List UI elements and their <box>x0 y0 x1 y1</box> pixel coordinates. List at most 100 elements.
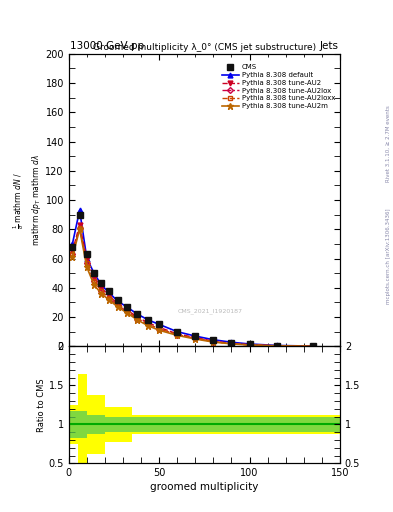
CMS <box>124 304 129 310</box>
Pythia 8.308 default <box>99 282 104 288</box>
Pythia 8.308 tune-AU2loxx <box>135 315 140 322</box>
Pythia 8.308 tune-AU2loxx <box>99 288 104 294</box>
Pythia 8.308 tune-AU2lox <box>211 338 216 345</box>
Pythia 8.308 tune-AU2m <box>157 327 162 333</box>
Pythia 8.308 default <box>310 343 315 349</box>
Text: mcplots.cern.ch [arXiv:1306.3436]: mcplots.cern.ch [arXiv:1306.3436] <box>386 208 391 304</box>
Pythia 8.308 default <box>175 329 180 335</box>
Pythia 8.308 tune-AU2lox <box>84 260 89 266</box>
CMS <box>115 296 120 303</box>
Pythia 8.308 tune-AU2lox <box>106 295 111 301</box>
Pythia 8.308 tune-AU2lox <box>229 340 234 347</box>
Pythia 8.308 tune-AU2loxx <box>310 343 315 349</box>
Pythia 8.308 tune-AU2 <box>193 334 198 340</box>
Pythia 8.308 tune-AU2loxx <box>77 225 82 231</box>
Pythia 8.308 tune-AU2loxx <box>70 251 75 257</box>
Pythia 8.308 tune-AU2m <box>106 296 111 303</box>
Pythia 8.308 default <box>274 343 279 349</box>
Pythia 8.308 tune-AU2lox <box>274 343 279 349</box>
Pythia 8.308 tune-AU2m <box>211 339 216 345</box>
Pythia 8.308 default <box>247 341 252 347</box>
Pythia 8.308 tune-AU2lox <box>175 332 180 338</box>
Line: Pythia 8.308 tune-AU2: Pythia 8.308 tune-AU2 <box>70 223 315 349</box>
Pythia 8.308 tune-AU2 <box>310 343 315 349</box>
Pythia 8.308 tune-AU2m <box>99 291 104 297</box>
CMS <box>157 322 162 328</box>
Pythia 8.308 default <box>84 255 89 262</box>
Pythia 8.308 tune-AU2 <box>211 338 216 344</box>
CMS <box>274 343 279 349</box>
Pythia 8.308 tune-AU2lox <box>70 251 75 257</box>
Pythia 8.308 tune-AU2 <box>229 340 234 347</box>
CMS <box>70 244 75 250</box>
Pythia 8.308 tune-AU2lox <box>193 335 198 342</box>
Pythia 8.308 default <box>124 304 129 310</box>
Pythia 8.308 tune-AU2lox <box>124 308 129 314</box>
Pythia 8.308 tune-AU2m <box>115 304 120 310</box>
Pythia 8.308 default <box>135 311 140 317</box>
Pythia 8.308 tune-AU2 <box>124 307 129 313</box>
Pythia 8.308 tune-AU2m <box>193 336 198 342</box>
Pythia 8.308 tune-AU2 <box>70 248 75 254</box>
Line: CMS: CMS <box>70 212 316 349</box>
Y-axis label: Ratio to CMS: Ratio to CMS <box>37 378 46 432</box>
CMS <box>84 251 89 257</box>
Pythia 8.308 default <box>70 241 75 247</box>
Pythia 8.308 tune-AU2loxx <box>157 326 162 332</box>
Pythia 8.308 tune-AU2 <box>84 255 89 262</box>
Text: Rivet 3.1.10, ≥ 2.7M events: Rivet 3.1.10, ≥ 2.7M events <box>386 105 391 182</box>
CMS <box>92 270 96 276</box>
Y-axis label: mathrm $d^2$N
mathrm $dp_T$ mathrm $d\lambda$

$\frac{1}{\sigma}$ mathrm $dN$ /
: mathrm $d^2$N mathrm $dp_T$ mathrm $d\la… <box>0 154 42 246</box>
Pythia 8.308 tune-AU2loxx <box>92 278 96 284</box>
Pythia 8.308 tune-AU2 <box>99 285 104 291</box>
Pythia 8.308 tune-AU2m <box>77 226 82 232</box>
Pythia 8.308 tune-AU2m <box>247 342 252 348</box>
CMS <box>146 317 151 323</box>
Pythia 8.308 tune-AU2loxx <box>175 332 180 338</box>
Pythia 8.308 tune-AU2lox <box>135 315 140 322</box>
CMS <box>211 337 216 343</box>
Pythia 8.308 default <box>146 317 151 323</box>
Pythia 8.308 default <box>92 270 96 276</box>
Pythia 8.308 tune-AU2loxx <box>229 340 234 347</box>
Pythia 8.308 tune-AU2 <box>157 324 162 330</box>
Pythia 8.308 default <box>211 337 216 343</box>
Pythia 8.308 default <box>229 339 234 345</box>
Pythia 8.308 tune-AU2 <box>135 314 140 320</box>
Pythia 8.308 tune-AU2m <box>274 343 279 349</box>
CMS <box>77 211 82 218</box>
Pythia 8.308 default <box>77 207 82 214</box>
Pythia 8.308 tune-AU2loxx <box>115 302 120 308</box>
Pythia 8.308 tune-AU2 <box>146 320 151 326</box>
Pythia 8.308 tune-AU2lox <box>310 343 315 349</box>
CMS <box>310 343 315 349</box>
Pythia 8.308 tune-AU2 <box>274 343 279 349</box>
Pythia 8.308 default <box>157 322 162 328</box>
Pythia 8.308 tune-AU2loxx <box>124 308 129 314</box>
Pythia 8.308 tune-AU2 <box>175 331 180 337</box>
Text: Jets: Jets <box>320 41 339 51</box>
Text: 13000 GeV pp: 13000 GeV pp <box>70 41 144 51</box>
Line: Pythia 8.308 tune-AU2m: Pythia 8.308 tune-AU2m <box>69 226 316 350</box>
Text: CMS_2021_I1920187: CMS_2021_I1920187 <box>177 308 242 314</box>
Pythia 8.308 tune-AU2loxx <box>106 295 111 301</box>
Pythia 8.308 tune-AU2lox <box>146 322 151 328</box>
Pythia 8.308 tune-AU2lox <box>77 225 82 231</box>
Pythia 8.308 tune-AU2 <box>106 292 111 298</box>
Pythia 8.308 tune-AU2 <box>247 342 252 348</box>
Title: Groomed multiplicity λ_0° (CMS jet substructure): Groomed multiplicity λ_0° (CMS jet subst… <box>93 42 316 52</box>
Line: Pythia 8.308 tune-AU2loxx: Pythia 8.308 tune-AU2loxx <box>70 226 315 348</box>
Pythia 8.308 tune-AU2lox <box>92 278 96 284</box>
Pythia 8.308 tune-AU2m <box>124 310 129 316</box>
CMS <box>193 333 198 339</box>
Pythia 8.308 tune-AU2 <box>92 274 96 281</box>
Pythia 8.308 default <box>115 298 120 304</box>
CMS <box>99 281 104 287</box>
CMS <box>247 341 252 347</box>
Pythia 8.308 tune-AU2m <box>84 264 89 270</box>
Pythia 8.308 tune-AU2lox <box>157 326 162 332</box>
Pythia 8.308 default <box>193 333 198 339</box>
CMS <box>135 311 140 317</box>
Pythia 8.308 default <box>106 289 111 295</box>
Pythia 8.308 tune-AU2m <box>229 341 234 347</box>
